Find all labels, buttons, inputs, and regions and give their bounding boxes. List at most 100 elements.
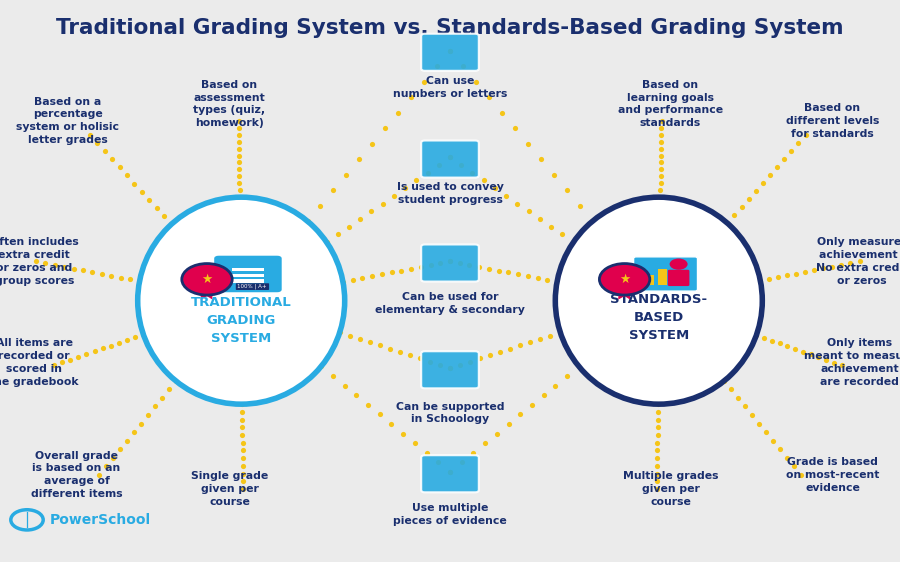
Point [654,130,669,139]
Point [106,454,121,463]
Point [236,438,250,447]
Point [653,165,668,174]
Point [404,264,419,273]
Point [770,162,784,171]
Point [745,411,760,420]
Point [112,163,127,172]
Point [414,262,428,271]
Point [510,199,525,208]
Point [454,161,468,170]
Point [313,201,328,210]
Point [443,257,457,266]
Point [413,354,428,363]
Point [654,137,669,146]
Point [87,347,102,356]
Point [651,400,665,409]
Point [454,458,469,467]
Point [798,268,813,277]
Point [353,215,367,224]
Point [338,381,352,390]
Point [99,462,113,471]
Point [432,161,446,170]
Text: |: | [24,512,30,528]
Point [92,470,106,479]
Point [443,468,457,477]
Point [443,364,457,373]
Bar [658,269,667,285]
Point [232,158,247,167]
Point [463,261,477,270]
Point [650,446,664,455]
Point [501,268,516,277]
Point [387,192,401,201]
Point [566,238,580,247]
Point [753,277,768,285]
Point [466,448,481,457]
Point [834,260,849,269]
Point [231,137,246,146]
Point [784,147,798,156]
Point [550,277,564,286]
Point [417,77,431,86]
Point [232,151,247,160]
Text: Can be supported
in Schoology: Can be supported in Schoology [396,402,504,424]
Point [488,184,502,193]
Point [398,184,412,193]
Point [520,139,535,148]
FancyBboxPatch shape [668,270,689,286]
Point [120,171,134,180]
Point [86,268,100,277]
Point [653,186,668,195]
Point [236,484,250,493]
Point [791,138,806,147]
Point [83,130,97,139]
Point [235,407,249,416]
FancyBboxPatch shape [214,256,282,292]
Point [478,439,492,448]
Point [55,358,69,367]
Point [826,358,841,367]
Point [236,477,250,486]
Point [544,222,558,231]
Point [342,222,356,231]
Point [651,423,665,432]
Point [235,415,249,424]
Point [353,334,367,343]
Point [654,144,669,153]
Point [71,352,86,361]
Point [779,454,794,463]
Point [149,203,164,212]
Point [352,155,366,164]
Text: Can use
numbers or letters: Can use numbers or letters [392,76,508,98]
Point [235,400,249,409]
Point [90,138,104,147]
Point [384,419,399,428]
Text: 100% | A+: 100% | A+ [238,283,266,289]
FancyBboxPatch shape [232,274,264,277]
Point [320,238,334,247]
Point [780,342,795,351]
Point [585,217,599,226]
Point [651,415,665,424]
FancyBboxPatch shape [421,34,479,71]
Point [560,371,574,380]
Point [112,445,127,454]
Point [127,428,141,437]
Point [419,448,434,457]
Circle shape [182,264,232,295]
Point [433,360,447,369]
Point [373,410,387,419]
Point [94,269,109,278]
Point [804,350,818,359]
Point [314,362,328,371]
Point [431,458,446,467]
Point [453,360,467,369]
Point [231,144,246,153]
Point [232,193,247,202]
Polygon shape [201,294,212,300]
Point [364,207,379,216]
Point [404,93,419,102]
Point [650,438,664,447]
Point [654,116,669,125]
Text: Use multiple
pieces of evidence: Use multiple pieces of evidence [393,503,507,525]
